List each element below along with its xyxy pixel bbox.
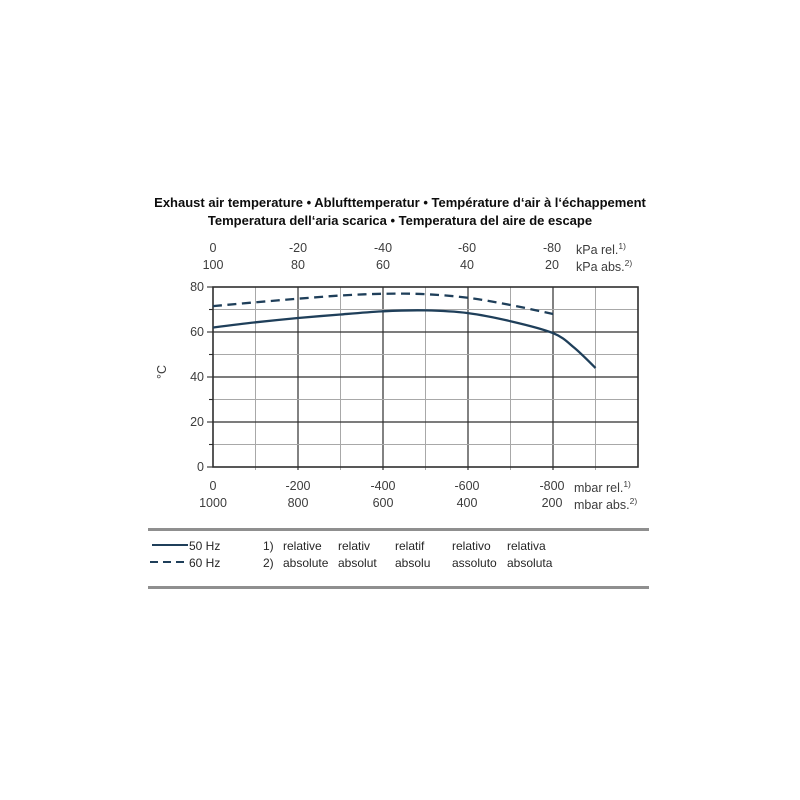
bottom-abs-tick-3: 400 [456,496,478,510]
top-rel-tick-1: -20 [288,241,308,255]
top-abs-tick-0: 100 [202,258,224,272]
legend-line-50hz [152,544,188,546]
chart-title: Exhaust air temperature • Ablufttemperat… [0,194,800,230]
bottom-abs-tick-2: 600 [372,496,394,510]
footnote-marker-1: 1) [618,241,626,251]
bottom-rel-tick-3: -600 [454,479,480,493]
bottom-abs-tick-1: 800 [287,496,309,510]
y-tick-0: 0 [197,460,204,474]
chart-title-line1: Exhaust air temperature • Ablufttemperat… [154,195,646,210]
top-rel-tick-2: -40 [373,241,393,255]
legend-label-60hz: 60 Hz [189,556,221,570]
y-axis-unit: °C [155,364,170,380]
y-tick-80: 80 [190,280,204,294]
footnote-2-term-en: absolute [283,556,329,570]
legend-line-60hz [150,561,188,563]
top-rel-tick-3: -60 [457,241,477,255]
top-abs-tick-1: 80 [291,258,305,272]
footnote-1-term-es: relativa [507,539,546,553]
top-abs-unit: kPa abs.2) [576,258,633,275]
bottom-abs-tick-0: 1000 [199,496,227,510]
bottom-rel-tick-0: 0 [209,479,217,493]
bottom-abs-unit: mbar abs.2) [574,496,638,513]
top-rel-unit: kPa rel.1) [576,241,626,258]
top-rel-tick-4: -80 [542,241,562,255]
bottom-abs-tick-4: 200 [541,496,563,510]
footnote-1-term-it: relativo [452,539,491,553]
footnote-marker-2: 2) [624,258,633,268]
footnote-2-term-fr: absolu [395,556,431,570]
top-rel-tick-0: 0 [209,241,217,255]
footnote-marker-2b: 2) [629,496,638,506]
bottom-rel-tick-1: -200 [285,479,311,493]
footnote-1-term-fr: relatif [395,539,425,553]
divider-top [148,528,649,531]
footnote-2-term-de: absolut [338,556,377,570]
footnote-2-marker: 2) [263,556,274,570]
bottom-rel-tick-2: -400 [370,479,396,493]
top-abs-tick-4: 20 [545,258,559,272]
bottom-rel-unit: mbar rel.1) [574,479,631,496]
y-tick-40: 40 [190,370,204,384]
y-tick-20: 20 [190,415,204,429]
footnote-2-term-it: assoluto [452,556,497,570]
divider-bottom [148,586,649,589]
top-abs-tick-3: 40 [460,258,474,272]
footnote-2-term-es: absoluta [507,556,553,570]
chart-title-line2: Temperatura dell‘aria scarica • Temperat… [207,213,593,228]
curve-50-hz [212,309,597,369]
footnote-1-marker: 1) [263,539,274,553]
legend-label-50hz: 50 Hz [189,539,221,553]
bottom-rel-tick-4: -800 [539,479,565,493]
y-tick-60: 60 [190,325,204,339]
footnote-marker-1b: 1) [623,479,631,489]
plot-area [207,286,639,470]
top-abs-tick-2: 60 [376,258,390,272]
footnote-1-term-en: relative [283,539,322,553]
footnote-1-term-de: relativ [338,539,371,553]
